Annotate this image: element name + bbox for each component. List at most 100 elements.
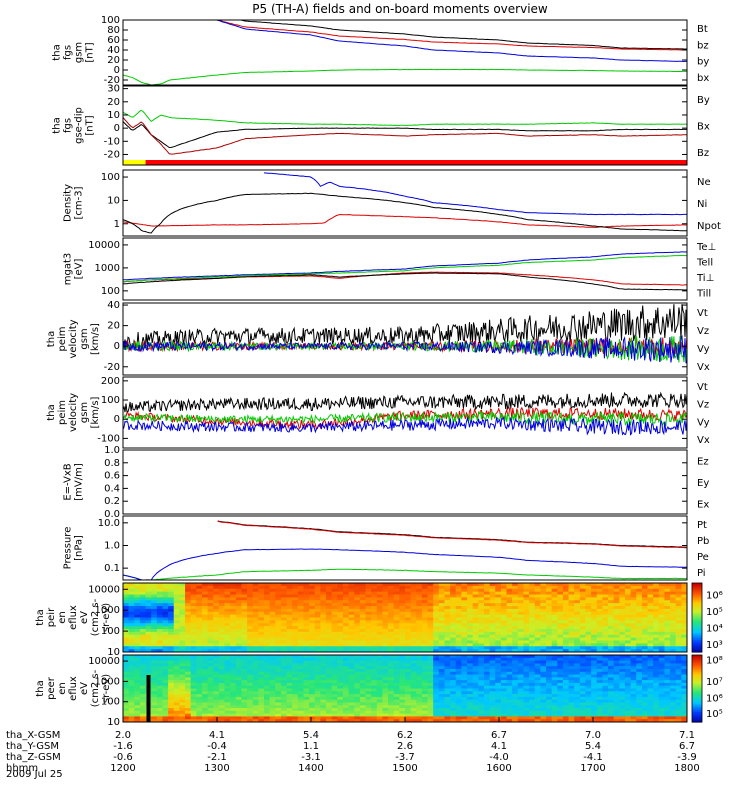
panel-frame — [122, 582, 688, 653]
heatmap-cell — [309, 591, 316, 596]
heatmap-cell — [534, 666, 541, 670]
heatmap-cell — [681, 606, 687, 610]
series-Bz — [123, 117, 687, 155]
heatmap-cell — [444, 629, 451, 633]
heatmap-cell — [173, 649, 180, 652]
heatmap-cell — [382, 585, 389, 590]
heatmap-cell — [478, 677, 485, 681]
heatmap-cell — [624, 631, 632, 636]
heatmap-cell — [156, 620, 164, 624]
heatmap-cell — [546, 713, 553, 718]
heatmap-cell — [382, 674, 389, 678]
heatmap-cell — [207, 608, 214, 613]
heatmap-cell — [529, 671, 536, 676]
heatmap-cell — [512, 657, 519, 662]
heatmap-cell — [574, 671, 581, 676]
heatmap-cell — [455, 719, 462, 722]
heatmap-cell — [641, 611, 649, 616]
heatmap-cell — [506, 668, 513, 673]
heatmap-cell — [421, 708, 429, 712]
heatmap-cell — [608, 646, 615, 650]
heatmap-cell — [337, 603, 344, 607]
heatmap-cell — [455, 600, 462, 604]
heatmap-cell — [196, 685, 203, 690]
heatmap-cell — [190, 699, 197, 704]
heatmap-cell — [506, 614, 513, 619]
heatmap-cell — [185, 655, 192, 659]
heatmap-cell — [416, 696, 423, 701]
heatmap-cell — [326, 705, 333, 709]
heatmap-cell — [444, 705, 451, 709]
heatmap-cell — [500, 671, 508, 676]
heatmap-cell — [529, 688, 536, 692]
heatmap-cell — [207, 637, 214, 642]
heatmap-cell — [455, 716, 462, 720]
heatmap-cell — [342, 640, 350, 644]
heatmap-cell — [405, 674, 412, 678]
heatmap-cell — [173, 637, 180, 642]
heatmap-cell — [410, 611, 417, 616]
heatmap-cell — [371, 691, 378, 695]
heatmap-cell — [523, 634, 530, 639]
heatmap-cell — [619, 597, 626, 601]
heatmap-cell — [230, 671, 237, 676]
heatmap-cell — [619, 600, 626, 604]
heatmap-cell — [185, 603, 192, 607]
heatmap-cell — [467, 694, 474, 698]
heatmap-cell — [529, 626, 536, 630]
heatmap-cell — [258, 626, 265, 630]
series-line-Bt — [239, 20, 687, 50]
heatmap-cell — [365, 685, 372, 690]
heatmap-cell — [269, 591, 276, 596]
heatmap-cell — [574, 719, 581, 722]
heatmap-cell — [342, 643, 350, 647]
heatmap-cell — [168, 623, 175, 627]
heatmap-cell — [303, 597, 310, 601]
heatmap-cell — [416, 694, 423, 698]
heatmap-cell — [630, 688, 637, 692]
heatmap-cell — [670, 591, 677, 596]
heatmap-cell — [213, 629, 220, 633]
heatmap-cell — [546, 603, 553, 607]
heatmap-cell — [602, 682, 609, 687]
heatmap-cell — [557, 677, 564, 681]
heatmap-cell — [546, 623, 553, 627]
heatmap-cell — [156, 699, 164, 704]
heatmap-cell — [365, 643, 372, 647]
heatmap-cell — [275, 583, 282, 587]
heatmap-cell — [500, 588, 508, 593]
heatmap-cell — [670, 608, 677, 613]
heatmap-cell — [230, 606, 237, 610]
heatmap-cell — [354, 685, 361, 690]
heatmap-cell — [286, 719, 293, 722]
heatmap-cell — [579, 629, 587, 633]
heatmap-cell — [326, 591, 333, 596]
heatmap-cell — [557, 606, 564, 610]
heatmap-cell — [134, 623, 141, 627]
heatmap-cell — [224, 620, 231, 624]
heatmap-cell — [608, 583, 615, 587]
heatmap-cell — [269, 614, 276, 619]
heatmap-cell — [275, 685, 282, 690]
heatmap-cell — [472, 680, 479, 684]
heatmap-cell — [337, 699, 344, 704]
heatmap-cell — [608, 699, 615, 704]
heatmap-cell — [608, 694, 615, 698]
heatmap-cell — [489, 608, 496, 613]
heatmap-cell — [139, 603, 147, 607]
heatmap-cell — [134, 617, 141, 621]
heatmap-cell — [641, 626, 649, 630]
heatmap-cell — [512, 585, 519, 590]
heatmap-cell — [647, 694, 654, 698]
heatmap-cell — [286, 674, 293, 678]
heatmap-cell — [359, 716, 367, 720]
heatmap-cell — [213, 655, 220, 659]
heatmap-cell — [489, 611, 496, 616]
heatmap-cell — [247, 634, 254, 639]
series-line-Npot — [263, 172, 687, 216]
heatmap-cell — [123, 719, 130, 722]
heatmap-cell — [467, 699, 474, 704]
heatmap-cell — [218, 583, 226, 587]
heatmap-cell — [523, 626, 530, 630]
heatmap-cell — [252, 634, 259, 639]
